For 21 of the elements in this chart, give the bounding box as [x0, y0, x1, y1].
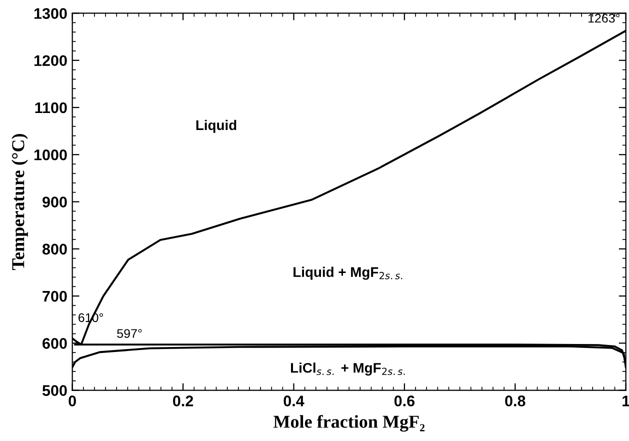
x-tick-label: 0.2	[173, 396, 194, 406]
y-tick-label: 800	[42, 244, 67, 255]
annotation: 1263°	[588, 14, 620, 23]
y-tick-label: 900	[42, 196, 67, 208]
y-tick-label: 1200	[34, 55, 67, 66]
x-tick-label: 0.6	[394, 396, 415, 406]
annotation: 597°	[117, 329, 142, 338]
annotation: Liquid + MgF$_{2s.s.}$	[294, 266, 402, 280]
y-tick-label: 1300	[34, 8, 67, 19]
y-tick-label: 1100	[35, 102, 67, 114]
x-tick-label: 0.8	[505, 396, 526, 406]
annotation: LiCl$_{s.s.}$ + MgF$_{2s.s.}$	[290, 362, 405, 376]
x-axis-title: Mole fraction MgF₂	[274, 414, 425, 432]
x-tick-label: 0	[68, 396, 76, 406]
y-tick-label: 700	[42, 290, 67, 302]
y-axis-title: Temperature (°C)	[12, 134, 28, 270]
x-tick-label: 0.4	[284, 396, 304, 406]
y-tick-label: 500	[42, 385, 67, 396]
y-tick-label: 600	[42, 338, 67, 349]
y-tick-label: 1000	[34, 149, 67, 160]
annotation: Liquid	[196, 120, 236, 133]
